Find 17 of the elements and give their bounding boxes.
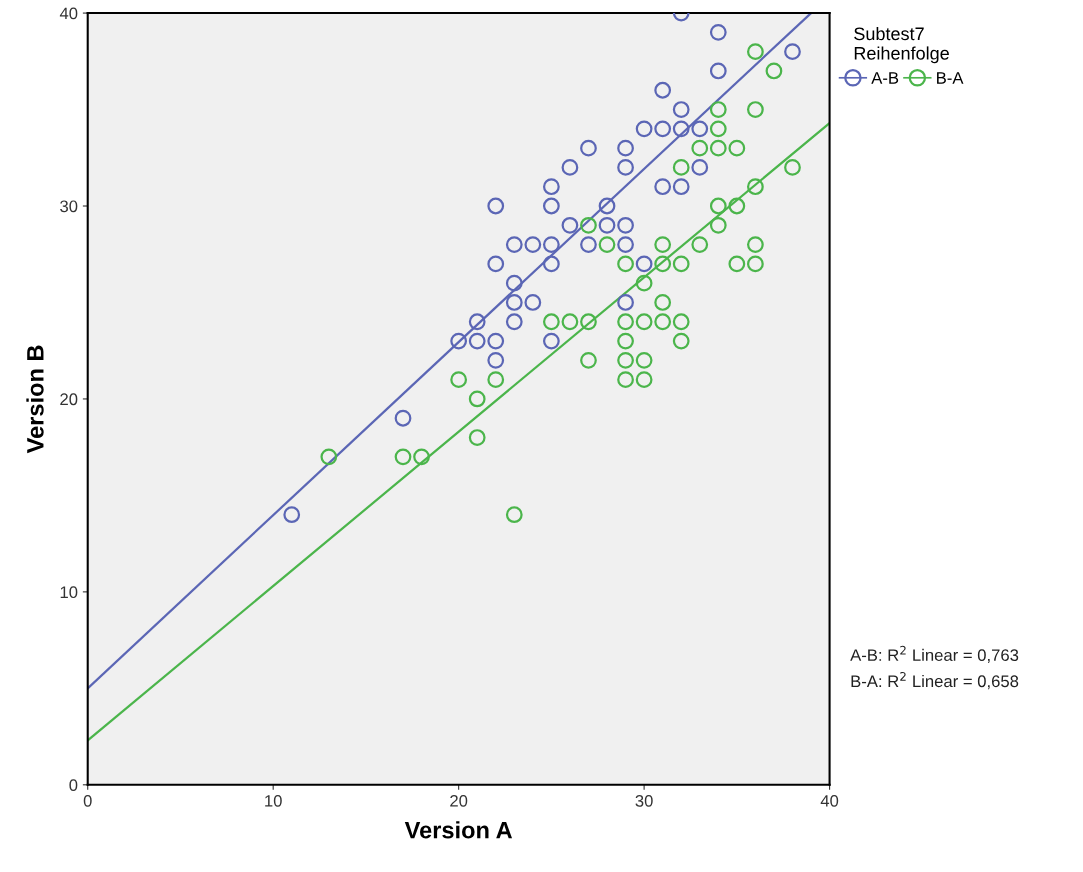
y-tick-label: 30 <box>60 200 78 213</box>
legend-label: B-A <box>937 72 964 84</box>
y-tick-label: 40 <box>59 7 78 20</box>
y-tick-label: 0 <box>69 779 78 791</box>
text: A-B: R$^{2}$ Linear = 0,763 <box>850 645 1019 663</box>
x-tick-label: 10 <box>265 794 282 807</box>
legend-label: A-B <box>871 72 899 84</box>
x-tick-label: 30 <box>635 794 653 807</box>
legend-title: Subtest7 Reihenfolge <box>854 26 949 64</box>
text: B-A: R$^{2}$ Linear = 0,658 <box>851 671 1019 690</box>
y-tick-label: 10 <box>60 586 78 599</box>
x-axis-title: Version A <box>404 821 513 839</box>
y-axis-title: Version B <box>26 345 44 454</box>
x-tick-label: 0 <box>83 794 92 807</box>
x-tick-label: 40 <box>820 794 839 807</box>
y-tick-label: 20 <box>60 393 78 406</box>
x-tick-label: 20 <box>450 794 468 807</box>
